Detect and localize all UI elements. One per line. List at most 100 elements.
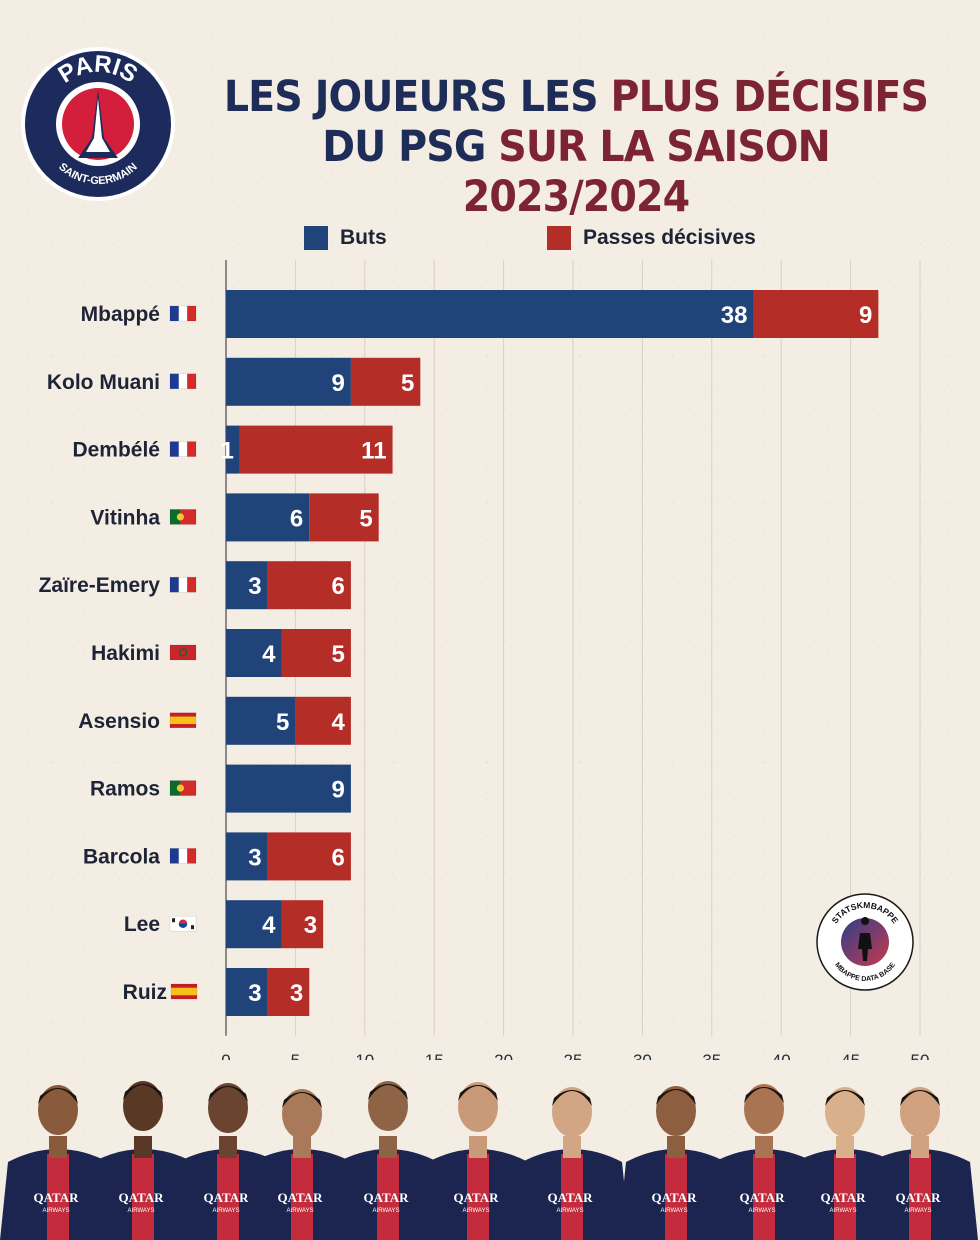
player-hair bbox=[825, 1090, 865, 1106]
player-name-label: Zaïre-Emery bbox=[39, 574, 161, 597]
sponsor-text: QATAR bbox=[820, 1190, 866, 1205]
player-neck bbox=[379, 1136, 397, 1158]
x-tick-label: 5 bbox=[291, 1051, 300, 1060]
player-name-label: Hakimi bbox=[91, 642, 160, 665]
bar-value-label: 5 bbox=[276, 709, 289, 736]
jersey-stripe bbox=[217, 1154, 239, 1240]
player-name-label: Vitinha bbox=[90, 506, 160, 529]
sponsor-text: QATAR bbox=[453, 1190, 499, 1205]
bar-buts bbox=[226, 561, 268, 610]
title-line1-red: PLUS DÉCISIFS bbox=[610, 72, 929, 122]
bar-value-label: 6 bbox=[290, 505, 303, 532]
jersey-stripe bbox=[377, 1154, 399, 1240]
player-name-label: Ruiz bbox=[123, 981, 167, 1004]
bar-passes bbox=[295, 696, 351, 745]
x-tick-label: 25 bbox=[564, 1051, 583, 1060]
chart-legend: Buts Passes décisives bbox=[0, 226, 980, 256]
legend-item-passes: Passes décisives bbox=[547, 226, 756, 250]
bar-passes bbox=[267, 561, 351, 610]
sponsor-subtext: AIRWAYS bbox=[128, 1208, 155, 1214]
player-head bbox=[458, 1082, 498, 1132]
player-figure: QATAR AIRWAYS bbox=[244, 1089, 360, 1240]
sponsor-subtext: AIRWAYS bbox=[661, 1208, 688, 1214]
bar-value-label: 9 bbox=[859, 302, 872, 329]
flag-es-icon bbox=[170, 983, 198, 1000]
x-tick-label: 0 bbox=[221, 1051, 230, 1060]
chart-bars bbox=[226, 290, 879, 1016]
player-head bbox=[552, 1087, 592, 1137]
player-name-label: Mbappé bbox=[81, 303, 160, 326]
player-neck bbox=[911, 1136, 929, 1158]
player-name-label: Dembélé bbox=[72, 439, 160, 462]
sponsor-text: QATAR bbox=[895, 1190, 941, 1205]
player-neck bbox=[667, 1136, 685, 1158]
flag-ma-icon bbox=[169, 644, 197, 661]
player-name-label: Lee bbox=[124, 913, 160, 936]
title-line2-red: SUR LA SAISON 2023/2024 bbox=[462, 122, 831, 222]
flag-es-icon bbox=[169, 712, 197, 729]
flag-fr-icon bbox=[169, 848, 197, 864]
flag-fr-icon bbox=[169, 305, 197, 322]
player-silhouette-icon bbox=[858, 917, 872, 961]
player-figure: QATAR AIRWAYS bbox=[514, 1087, 630, 1240]
sponsor-subtext: AIRWAYS bbox=[213, 1208, 240, 1214]
bar-passes bbox=[239, 425, 393, 474]
sponsor-subtext: AIRWAYS bbox=[749, 1208, 776, 1214]
legend-label-passes: Passes décisives bbox=[583, 226, 756, 249]
players-photo-strip: QATAR AIRWAYS QATAR AIRWAYS QATAR AIRWAYS QATA… bbox=[0, 1081, 978, 1240]
sponsor-text: QATAR bbox=[547, 1190, 593, 1205]
x-tick-label: 45 bbox=[841, 1051, 860, 1060]
jersey-stripe bbox=[291, 1154, 313, 1240]
bar-buts bbox=[226, 357, 351, 406]
bar-buts bbox=[226, 764, 351, 813]
bar-buts bbox=[226, 425, 240, 474]
sponsor-text: QATAR bbox=[118, 1190, 164, 1205]
sponsor-subtext: AIRWAYS bbox=[373, 1208, 400, 1214]
bar-value-label: 11 bbox=[361, 438, 386, 465]
bar-value-label: 9 bbox=[332, 370, 345, 397]
player-head bbox=[123, 1081, 163, 1131]
player-neck bbox=[563, 1136, 581, 1158]
page-title: LES JOUEURS LES PLUS DÉCISIFS DU PSG SUR… bbox=[217, 72, 935, 222]
bar-passes bbox=[281, 900, 324, 949]
player-figure: QATAR AIRWAYS bbox=[706, 1084, 822, 1240]
player-name-label: Kolo Muani bbox=[47, 371, 160, 394]
bar-value-label: 4 bbox=[262, 912, 276, 939]
player-head bbox=[282, 1089, 322, 1139]
legend-label-buts: Buts bbox=[340, 226, 387, 249]
sponsor-subtext: AIRWAYS bbox=[463, 1208, 490, 1214]
bar-value-label: 9 bbox=[332, 777, 345, 804]
bar-passes bbox=[281, 629, 351, 677]
player-neck bbox=[469, 1136, 487, 1158]
bar-buts bbox=[226, 968, 268, 1016]
bar-value-label: 5 bbox=[359, 505, 372, 532]
jersey-stripe bbox=[467, 1154, 489, 1240]
player-figure: QATAR AIRWAYS bbox=[85, 1081, 201, 1240]
jersey-stripe bbox=[753, 1154, 775, 1240]
player-head bbox=[208, 1083, 248, 1133]
flag-kr-icon bbox=[169, 915, 197, 932]
player-hair bbox=[552, 1090, 592, 1106]
bar-value-label: 5 bbox=[332, 641, 345, 668]
x-tick-label: 30 bbox=[633, 1051, 652, 1060]
sponsor-text: QATAR bbox=[203, 1190, 249, 1205]
legend-swatch-buts bbox=[304, 226, 328, 250]
player-figure: QATAR AIRWAYS bbox=[0, 1085, 116, 1240]
bar-value-label: 4 bbox=[332, 709, 346, 736]
bar-value-label: 6 bbox=[332, 844, 345, 871]
bar-value-label: 3 bbox=[248, 980, 261, 1007]
bar-value-label: 4 bbox=[262, 641, 276, 668]
player-hair bbox=[458, 1085, 498, 1101]
x-tick-label: 20 bbox=[494, 1051, 513, 1060]
sponsor-text: QATAR bbox=[277, 1190, 323, 1205]
player-hair bbox=[900, 1090, 940, 1106]
bar-value-label: 3 bbox=[248, 573, 261, 600]
bar-value-label: 1 bbox=[221, 438, 234, 465]
player-neck bbox=[755, 1136, 773, 1158]
player-figure: QATAR AIRWAYS bbox=[862, 1087, 978, 1240]
sponsor-subtext: AIRWAYS bbox=[830, 1208, 857, 1214]
jersey-stripe bbox=[47, 1154, 69, 1240]
